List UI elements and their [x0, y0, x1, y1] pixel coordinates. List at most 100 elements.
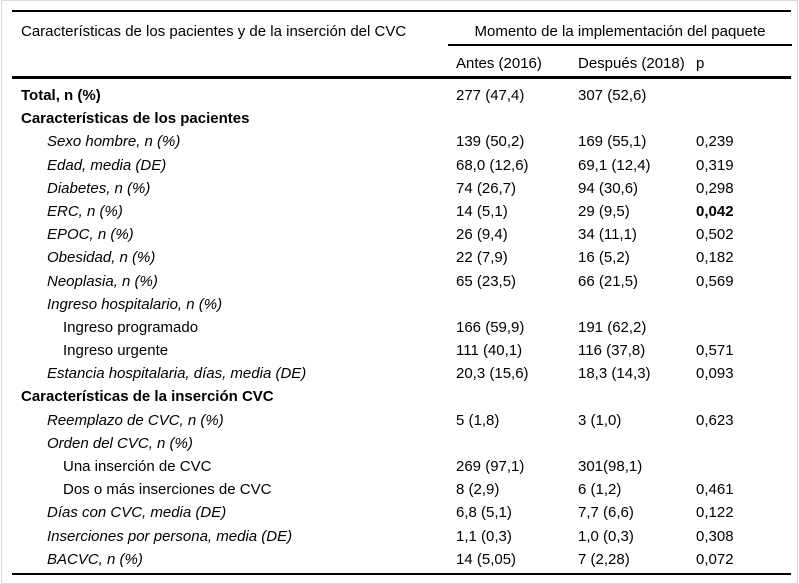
despues-value: 307 (52,6) [578, 87, 647, 104]
p-value [696, 84, 799, 107]
p-value: 0,182 [696, 249, 734, 267]
despues-value: 16 (5,2) [578, 249, 630, 267]
p-value [696, 316, 799, 339]
p-value: 0,122 [696, 504, 734, 522]
column-group-header: Momento de la implementación del paquete [474, 23, 766, 40]
antes-value: 6,8 (5,1) [456, 504, 512, 522]
antes-value: 166 (59,9) [456, 318, 525, 336]
antes-value: 20,3 (15,6) [456, 365, 529, 383]
table-row: Obesidad, n (%) 22 (7,9) 16 (5,2) 0,182 [2, 246, 799, 269]
p-value: 0,072 [696, 550, 734, 568]
row-label: Inserciones por persona, media (DE) [47, 527, 293, 545]
despues-value: 169 (55,1) [578, 133, 647, 151]
table-row: Inserciones por persona, media (DE) 1,1 (… [2, 525, 799, 548]
despues-value: 116 (37,8) [578, 342, 646, 360]
table-row: Orden del CVC, n (%) [2, 432, 799, 455]
table-row: Dos o más inserciones de CVC 8 (2,9) 6 (1,… [2, 478, 799, 501]
despues-value: 7,7 (6,6) [578, 504, 634, 522]
table-row: Diabetes, n (%) 74 (26,7) 94 (30,6) 0,298 [2, 177, 799, 200]
row-label: Estancia hospitalaria, días, media (DE) [47, 365, 307, 383]
column-header-antes: Antes (2016) [456, 55, 542, 72]
p-value: 0,461 [696, 481, 734, 499]
despues-value [578, 432, 696, 455]
table-row: Neoplasia, n (%) 65 (23,5) 66 (21,5) 0,569 [2, 270, 799, 293]
despues-value: 7 (2,28) [578, 550, 630, 568]
antes-value: 269 (97,1) [456, 458, 525, 475]
row-label: Dos o más inserciones de CVC [63, 481, 272, 499]
p-value: 0,093 [696, 365, 734, 383]
antes-value: 26 (9,4) [456, 226, 508, 244]
row-label: Ingreso urgente [63, 342, 169, 360]
row-label: Características de la inserción CVC [21, 388, 274, 406]
table-row: Ingreso hospitalario, n (%) [2, 293, 799, 316]
despues-value: 29 (9,5) [578, 202, 630, 220]
table-row: Características de los pacientes [2, 107, 799, 130]
row-label: Características de los pacientes [21, 110, 250, 128]
p-value: 0,502 [696, 226, 734, 244]
stub-column-header: Características de los pacientes y de la… [21, 23, 407, 40]
antes-value [456, 385, 578, 408]
row-label: Neoplasia, n (%) [47, 272, 158, 290]
header-separator-rule [12, 76, 791, 79]
p-value: 0,569 [696, 272, 734, 290]
despues-value: 1,0 (0,3) [578, 527, 634, 545]
row-label: Orden del CVC, n (%) [47, 434, 193, 452]
row-label: Una inserción de CVC [63, 458, 212, 475]
table-row: Características de la inserción CVC [2, 385, 799, 408]
antes-value: 22 (7,9) [456, 249, 508, 267]
table-row: Días con CVC, media (DE) 6,8 (5,1) 7,7 (6,… [2, 501, 799, 524]
row-label: Obesidad, n (%) [47, 249, 156, 267]
antes-value: 8 (2,9) [456, 481, 500, 499]
table-body: Total, n (%) 277 (47,4) 307 (52,6) Caracter… [2, 84, 799, 571]
row-label: ERC, n (%) [47, 202, 123, 220]
row-label: Edad, media (DE) [47, 156, 167, 174]
row-label: Días con CVC, media (DE) [47, 504, 227, 522]
group-header-rule [448, 44, 792, 46]
antes-value: 5 (1,8) [456, 411, 500, 429]
despues-value: 6 (1,2) [578, 481, 622, 499]
antes-value: 14 (5,1) [456, 202, 508, 220]
despues-value [578, 107, 696, 130]
row-label: Ingreso programado [63, 318, 199, 336]
table-bottom-rule [12, 573, 791, 575]
p-value: 0,623 [696, 411, 734, 429]
table-top-rule [12, 10, 791, 12]
antes-value [456, 293, 578, 316]
p-value [696, 385, 799, 408]
despues-value: 94 (30,6) [578, 179, 639, 197]
p-value: 0,319 [696, 156, 734, 174]
p-value: 0,308 [696, 527, 734, 545]
table-row: Reemplazo de CVC, n (%) 5 (1,8) 3 (1,0) 0,6… [2, 409, 799, 432]
p-value: 0,042 [696, 202, 734, 220]
despues-value: 301(98,1) [578, 458, 643, 475]
table-row: Edad, media (DE) 68,0 (12,6) 69,1 (12,4) 0,… [2, 154, 799, 177]
table-row: Sexo hombre, n (%) 139 (50,2) 169 (55,1) 0,… [2, 130, 799, 153]
table-row: BACVC, n (%) 14 (5,05) 7 (2,28) 0,072 [2, 548, 799, 571]
table-row: Una inserción de CVC 269 (97,1) 301(98,1) [2, 455, 799, 478]
row-label: EPOC, n (%) [47, 226, 134, 244]
antes-value: 14 (5,05) [456, 550, 517, 568]
p-value: 0,239 [696, 133, 734, 151]
p-value [696, 432, 799, 455]
row-label: Total, n (%) [21, 87, 101, 104]
despues-value: 3 (1,0) [578, 411, 622, 429]
antes-value: 68,0 (12,6) [456, 156, 529, 174]
table-row: Ingreso urgente 111 (40,1) 116 (37,8) 0,571 [2, 339, 799, 362]
antes-value: 277 (47,4) [456, 87, 525, 104]
antes-value: 65 (23,5) [456, 272, 517, 290]
p-value: 0,298 [696, 179, 734, 197]
table-row: EPOC, n (%) 26 (9,4) 34 (11,1) 0,502 [2, 223, 799, 246]
column-header-p: p [696, 55, 705, 72]
despues-value: 69,1 (12,4) [578, 156, 651, 174]
despues-value [578, 385, 696, 408]
table-row: Total, n (%) 277 (47,4) 307 (52,6) [2, 84, 799, 107]
table-row: Estancia hospitalaria, días, media (DE) 2… [2, 362, 799, 385]
antes-value [456, 432, 578, 455]
despues-value: 18,3 (14,3) [578, 365, 651, 383]
row-label: Ingreso hospitalario, n (%) [47, 295, 223, 313]
p-value: 0,571 [696, 342, 734, 360]
row-label: BACVC, n (%) [47, 550, 143, 568]
table-row: ERC, n (%) 14 (5,1) 29 (9,5) 0,042 [2, 200, 799, 223]
antes-value: 139 (50,2) [456, 133, 525, 151]
